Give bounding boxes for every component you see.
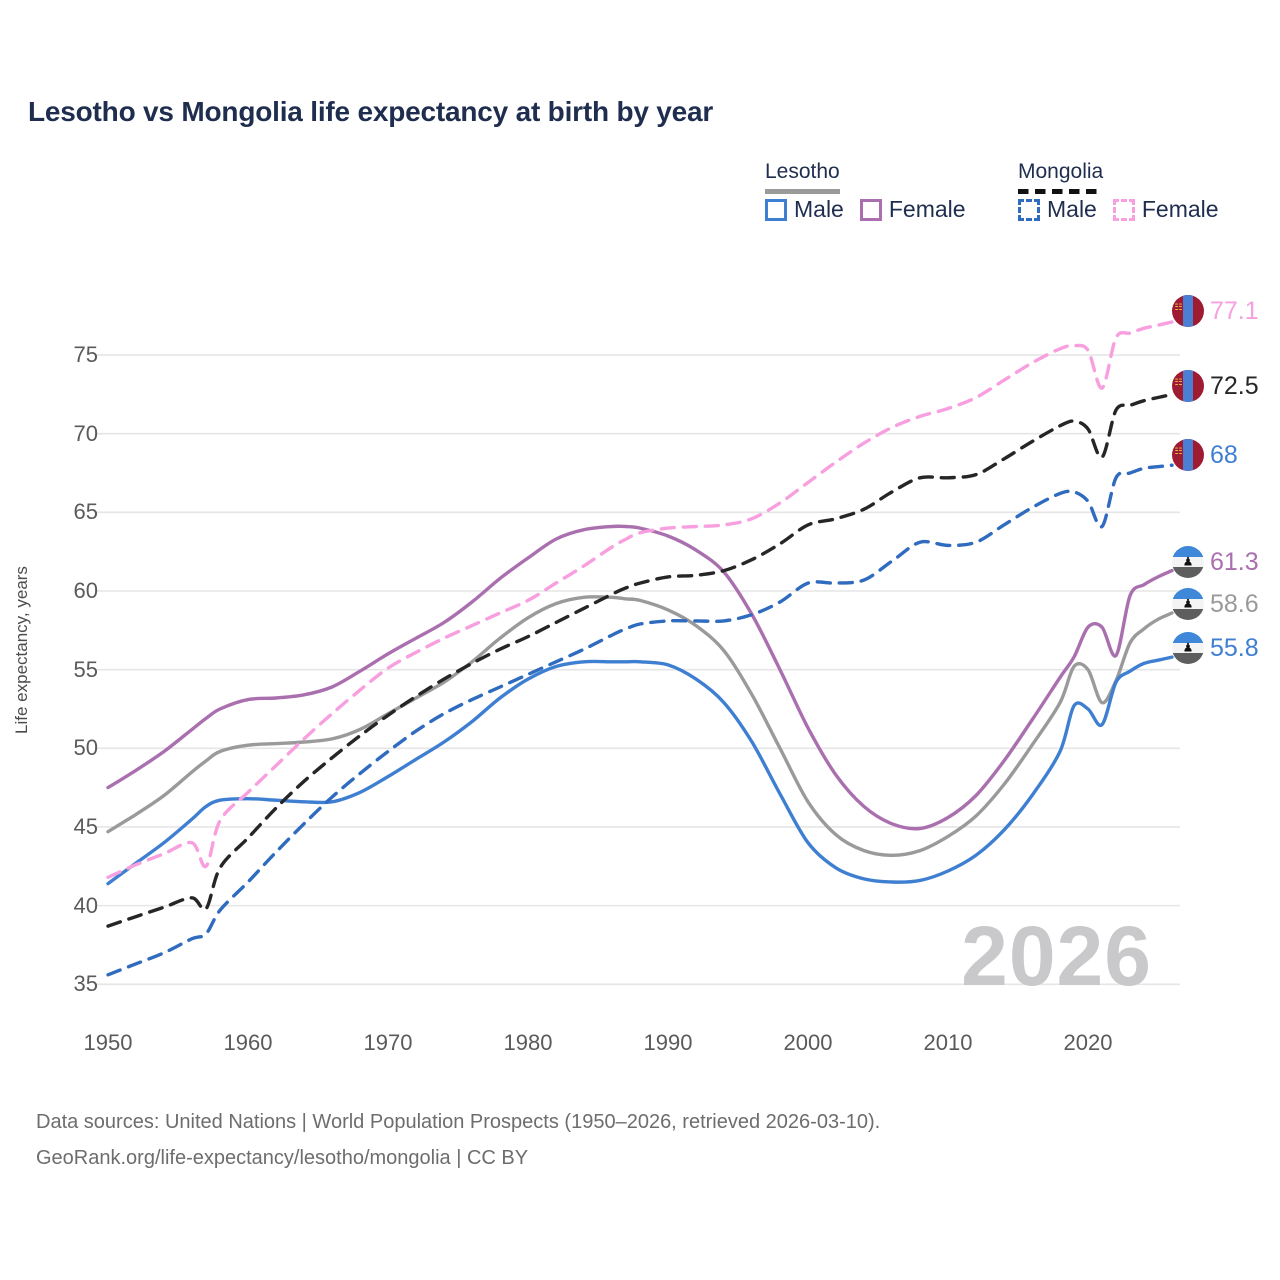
legend-item-label: Male [794,196,844,222]
series-line-mongolia-female [106,320,1174,879]
series-line-mongolia-both [106,392,1174,928]
x-tick-label: 2010 [923,1030,973,1055]
end-label-value: 58.6 [1210,589,1259,618]
y-tick-label: 60 [73,578,98,603]
end-label: ☷ 72.5 [1172,370,1259,402]
y-tick-label: 40 [73,892,98,918]
end-label: ♟ 55.8 [1172,632,1259,664]
series-line-lesotho-male [106,655,1174,886]
footer-notes: Data sources: United Nations | World Pop… [36,1104,1246,1176]
end-label: ☷ 68 [1172,439,1238,471]
legend-country-label: Mongolia [1018,160,1104,183]
end-label: ☷ 77.1 [1172,295,1259,327]
page-title: Lesotho vs Mongolia life expectancy at b… [28,96,714,127]
series-line-lesotho-both [106,595,1174,857]
legend-country-rule [1018,189,1104,194]
x-tick-label: 2020 [1063,1030,1113,1055]
end-label: ♟ 61.3 [1172,546,1259,578]
legend-group-mongolia: Mongolia Male Female [1018,160,1219,221]
end-label-value: 68 [1210,440,1238,469]
end-label-value: 55.8 [1210,633,1259,662]
footer-line-source: Data sources: United Nations | World Pop… [36,1111,881,1133]
legend-item-label: Female [888,196,966,222]
y-tick-label: 70 [73,420,98,446]
end-label-value: 77.1 [1210,296,1259,325]
end-label: ♟ 58.6 [1172,588,1259,620]
footer-line-url: GeoRank.org/life-expectancy/lesotho/mong… [36,1147,529,1169]
legend-item-lesotho-male[interactable]: Male [765,198,844,221]
legend-item-mongolia-male[interactable]: Male [1018,198,1097,221]
mongolia-flag-icon: ☷ [1172,370,1204,402]
x-tick-label: 1990 [643,1030,693,1055]
legend-swatch-icon [1112,198,1135,221]
legend-swatch-icon [859,198,882,221]
x-tick-label: 1960 [223,1030,273,1055]
series-line-lesotho-female [106,524,1174,831]
legend-item-label: Female [1141,196,1219,222]
legend-item-mongolia-female[interactable]: Female [1112,196,1219,222]
x-tick-label: 1970 [363,1030,413,1055]
y-tick-label: 75 [73,342,98,368]
series-line-mongolia-male [106,463,1174,977]
legend-group-lesotho: Lesotho Male Female [765,160,966,221]
legend-item-label: Male [1047,196,1097,222]
end-label-value: 72.5 [1210,371,1259,400]
mongolia-flag-icon: ☷ [1172,439,1204,471]
chart-legend: Lesotho Male Female Mongolia Male Female [760,160,1260,240]
legend-items: Male Female [765,198,966,221]
year-watermark: 2026 [961,909,1152,1003]
lesotho-flag-icon: ♟ [1172,588,1204,620]
y-tick-label: 35 [73,971,98,997]
y-tick-label: 55 [73,656,98,682]
legend-swatch-icon [1018,198,1040,221]
y-tick-label: 65 [73,499,98,525]
lesotho-flag-icon: ♟ [1172,632,1204,664]
x-tick-label: 1950 [83,1030,133,1055]
y-tick-label: 50 [73,735,98,761]
legend-item-lesotho-female[interactable]: Female [859,196,966,222]
x-tick-label: 1980 [503,1030,553,1055]
x-tick-label: 2000 [783,1030,833,1055]
y-tick-label: 45 [73,813,98,839]
legend-country-rule [765,189,840,194]
legend-items: Male Female [1018,198,1219,221]
mongolia-flag-icon: ☷ [1172,295,1204,327]
end-label-value: 61.3 [1210,547,1259,576]
legend-swatch-icon [765,198,787,221]
lesotho-flag-icon: ♟ [1172,546,1204,578]
legend-country-label: Lesotho [765,160,840,183]
